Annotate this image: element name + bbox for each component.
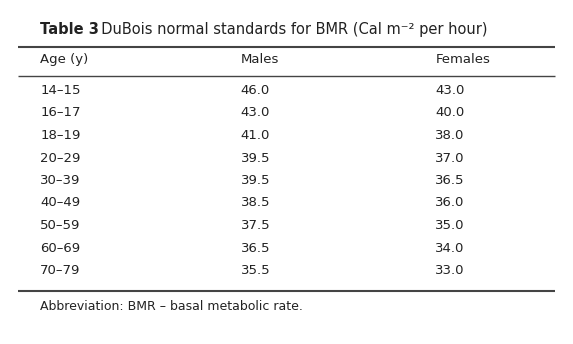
Text: DuBois normal standards for BMR (Cal m⁻² per hour): DuBois normal standards for BMR (Cal m⁻²… <box>92 22 488 37</box>
Text: 40.0: 40.0 <box>435 107 465 119</box>
Text: 43.0: 43.0 <box>435 84 465 97</box>
Text: Age (y): Age (y) <box>40 53 88 66</box>
Text: 16–17: 16–17 <box>40 107 81 119</box>
Text: 38.5: 38.5 <box>241 196 270 209</box>
Text: 38.0: 38.0 <box>435 129 465 142</box>
Text: Table 3: Table 3 <box>40 22 99 37</box>
Text: 50–59: 50–59 <box>40 219 80 232</box>
Text: 33.0: 33.0 <box>435 264 465 277</box>
Text: 70–79: 70–79 <box>40 264 80 277</box>
Text: 18–19: 18–19 <box>40 129 80 142</box>
Text: 43.0: 43.0 <box>241 107 270 119</box>
Text: 35.0: 35.0 <box>435 219 465 232</box>
Text: 40–49: 40–49 <box>40 196 80 209</box>
Text: 60–69: 60–69 <box>40 241 80 255</box>
Text: 30–39: 30–39 <box>40 174 80 187</box>
Text: 39.5: 39.5 <box>241 174 270 187</box>
Text: Males: Males <box>241 53 279 66</box>
Text: 39.5: 39.5 <box>241 151 270 164</box>
Text: 36.5: 36.5 <box>241 241 270 255</box>
Text: Females: Females <box>435 53 490 66</box>
Text: Abbreviation: BMR – basal metabolic rate.: Abbreviation: BMR – basal metabolic rate… <box>40 301 303 313</box>
Text: 20–29: 20–29 <box>40 151 80 164</box>
Text: 14–15: 14–15 <box>40 84 81 97</box>
Text: 35.5: 35.5 <box>241 264 270 277</box>
Text: 36.5: 36.5 <box>435 174 465 187</box>
Text: 41.0: 41.0 <box>241 129 270 142</box>
Text: 46.0: 46.0 <box>241 84 270 97</box>
Text: 37.0: 37.0 <box>435 151 465 164</box>
Text: 37.5: 37.5 <box>241 219 270 232</box>
Text: 34.0: 34.0 <box>435 241 465 255</box>
Text: 36.0: 36.0 <box>435 196 465 209</box>
